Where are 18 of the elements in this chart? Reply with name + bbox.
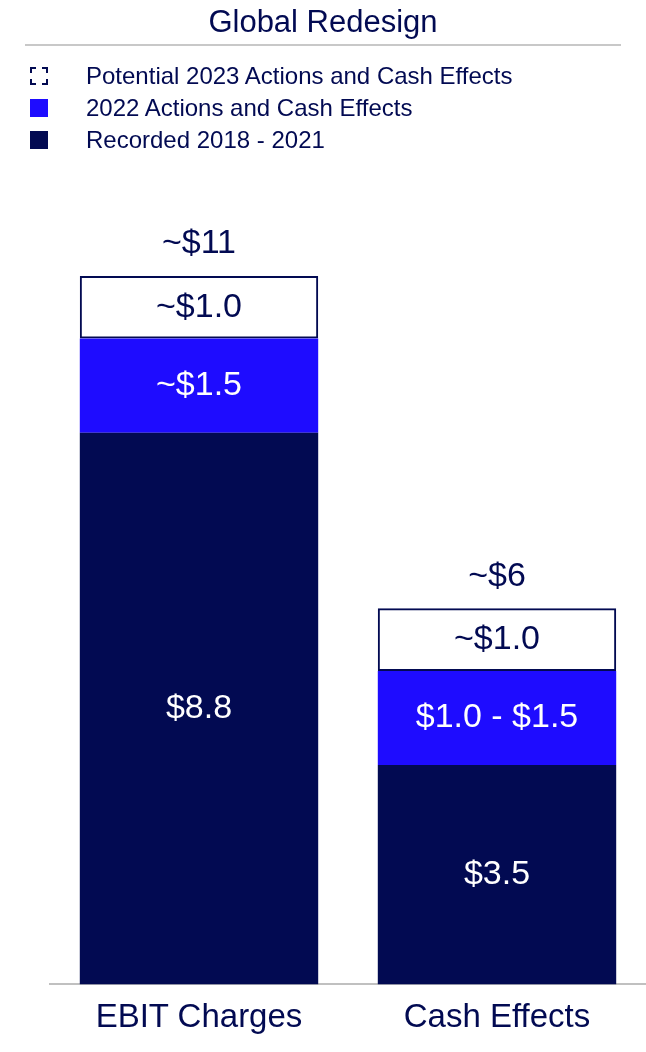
x-tick-label: Cash Effects — [403, 997, 591, 1035]
legend-label: 2022 Actions and Cash Effects — [86, 94, 413, 122]
legend-label: Recorded 2018 - 2021 — [86, 126, 325, 154]
data-label: ~$1.0 — [155, 285, 243, 324]
data-label: ~$1.0 — [453, 617, 541, 656]
total-label: ~$11 — [161, 222, 237, 261]
chart-title: Global Redesign — [25, 0, 621, 46]
bar — [377, 670, 617, 765]
data-label: $3.5 — [463, 853, 531, 892]
legend-label: Potential 2023 Actions and Cash Effects — [86, 62, 513, 90]
bar — [79, 338, 319, 433]
x-tick-label: EBIT Charges — [95, 997, 303, 1035]
bar — [79, 432, 319, 985]
total-label: ~$6 — [468, 554, 526, 593]
bar — [377, 764, 617, 985]
data-label: ~$1.5 — [155, 363, 243, 402]
annotation: $1.0 - $1.5 — [415, 696, 579, 735]
data-label: $8.8 — [165, 686, 233, 725]
